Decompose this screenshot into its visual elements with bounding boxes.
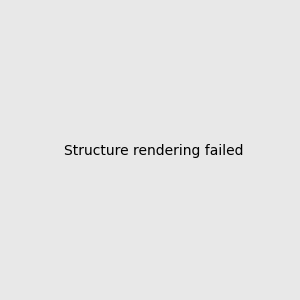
Text: Structure rendering failed: Structure rendering failed bbox=[64, 145, 244, 158]
